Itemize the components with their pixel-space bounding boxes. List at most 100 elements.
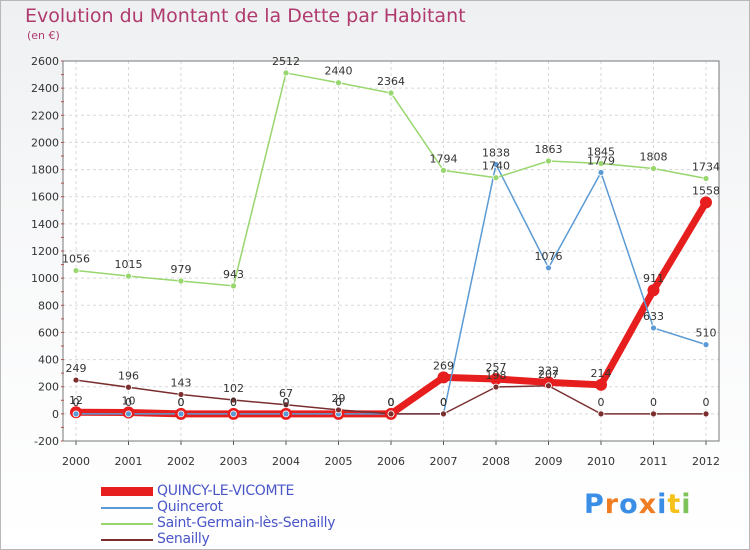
data-point	[230, 396, 237, 404]
x-tick-label: 2006	[377, 455, 405, 468]
legend-swatch-quincy	[101, 487, 153, 496]
data-point	[597, 410, 605, 418]
y-tick-label: 1400	[31, 218, 59, 231]
data-label: 0	[650, 396, 657, 409]
y-tick-label: 0	[52, 408, 59, 421]
y-tick-label: 400	[38, 354, 59, 367]
data-label: 0	[178, 396, 185, 409]
data-label: 1734	[692, 161, 720, 174]
data-point	[440, 166, 447, 174]
y-tick-label: 200	[38, 381, 59, 394]
data-label: 1740	[482, 160, 510, 173]
data-label: 0	[440, 396, 447, 409]
data-point	[387, 89, 395, 97]
data-point	[437, 371, 450, 384]
data-label: 0	[388, 396, 395, 409]
data-point	[597, 169, 605, 176]
data-point	[702, 175, 710, 182]
data-label: 143	[171, 376, 192, 389]
data-point	[545, 157, 552, 165]
logo-letter: o	[619, 489, 639, 520]
legend-swatch-quincerot	[101, 507, 153, 509]
data-label: 1808	[640, 150, 668, 163]
data-label: 1845	[587, 145, 615, 158]
x-tick-label: 2001	[115, 455, 143, 468]
data-label: 198	[486, 369, 507, 382]
y-tick-label: 2000	[31, 136, 59, 149]
data-label: 943	[223, 268, 244, 281]
y-tick-label: 2200	[31, 109, 59, 122]
legend-swatch-senailly	[101, 539, 153, 541]
data-label: 1779	[587, 154, 615, 167]
data-point	[545, 264, 552, 272]
data-point	[282, 410, 290, 418]
y-tick-label: 2600	[31, 55, 59, 68]
data-label: 257	[486, 361, 507, 374]
data-point	[545, 382, 552, 390]
x-tick-label: 2004	[272, 455, 300, 468]
logo-letter: i	[681, 489, 692, 520]
data-label: 1838	[482, 146, 510, 159]
data-label: 0	[703, 396, 710, 409]
x-tick-label: 2000	[62, 455, 90, 468]
data-point	[230, 410, 237, 418]
data-label: 979	[171, 263, 192, 276]
data-label: 1794	[430, 152, 458, 165]
y-tick-label: 1800	[31, 164, 59, 177]
data-label: 0	[125, 396, 132, 409]
data-point	[72, 410, 80, 418]
data-point	[335, 79, 342, 87]
data-label: 0	[598, 396, 605, 409]
data-label: 196	[118, 369, 139, 382]
data-point	[177, 277, 185, 285]
data-label: 1056	[62, 253, 90, 266]
legend-label-quincerot: Quincerot	[157, 499, 223, 515]
data-point	[282, 401, 290, 409]
data-label: 1863	[535, 143, 563, 156]
logo-letter: P	[584, 489, 605, 520]
data-point	[125, 383, 132, 391]
data-label: 0	[440, 396, 447, 409]
data-label: 269	[433, 359, 454, 372]
legend-label-saint-germain: Saint-Germain-lès-Senailly	[157, 515, 336, 531]
legend-label-senailly: Senailly	[157, 531, 210, 547]
logo-letter: i	[657, 489, 668, 520]
data-point	[492, 174, 500, 182]
data-label: 0	[283, 396, 290, 409]
data-point	[492, 383, 500, 391]
data-label: 2364	[377, 75, 405, 88]
data-label: 102	[223, 382, 244, 395]
data-label: 0	[388, 396, 395, 409]
data-label: 0	[388, 396, 395, 409]
y-tick-label: 1600	[31, 191, 59, 204]
data-label: 2440	[325, 65, 353, 78]
data-point	[650, 165, 657, 172]
data-label: 1076	[535, 250, 563, 263]
data-label: 0	[178, 396, 185, 409]
y-tick-label: 1000	[31, 272, 59, 285]
data-point	[72, 376, 80, 384]
data-label: 2512	[272, 55, 300, 68]
data-point	[700, 196, 712, 209]
data-label: 214	[591, 367, 612, 380]
y-tick-label: 800	[38, 299, 59, 312]
chart-subtitle: (en €)	[27, 29, 60, 42]
data-label: 633	[643, 310, 664, 323]
data-point	[440, 410, 447, 418]
legend-label-quincy: QUINCY-LE-VICOMTE	[157, 483, 295, 499]
data-point	[650, 324, 657, 332]
x-tick-label: 2008	[482, 455, 510, 468]
data-label: 207	[538, 368, 559, 381]
data-point	[177, 391, 185, 398]
data-point	[647, 284, 660, 297]
data-label: 10	[122, 395, 136, 408]
data-point	[335, 406, 342, 414]
data-point	[125, 272, 132, 280]
data-label: 67	[279, 387, 293, 400]
data-point	[490, 372, 502, 385]
data-label: 911	[643, 272, 664, 285]
data-point	[492, 161, 500, 168]
data-point	[125, 410, 132, 418]
